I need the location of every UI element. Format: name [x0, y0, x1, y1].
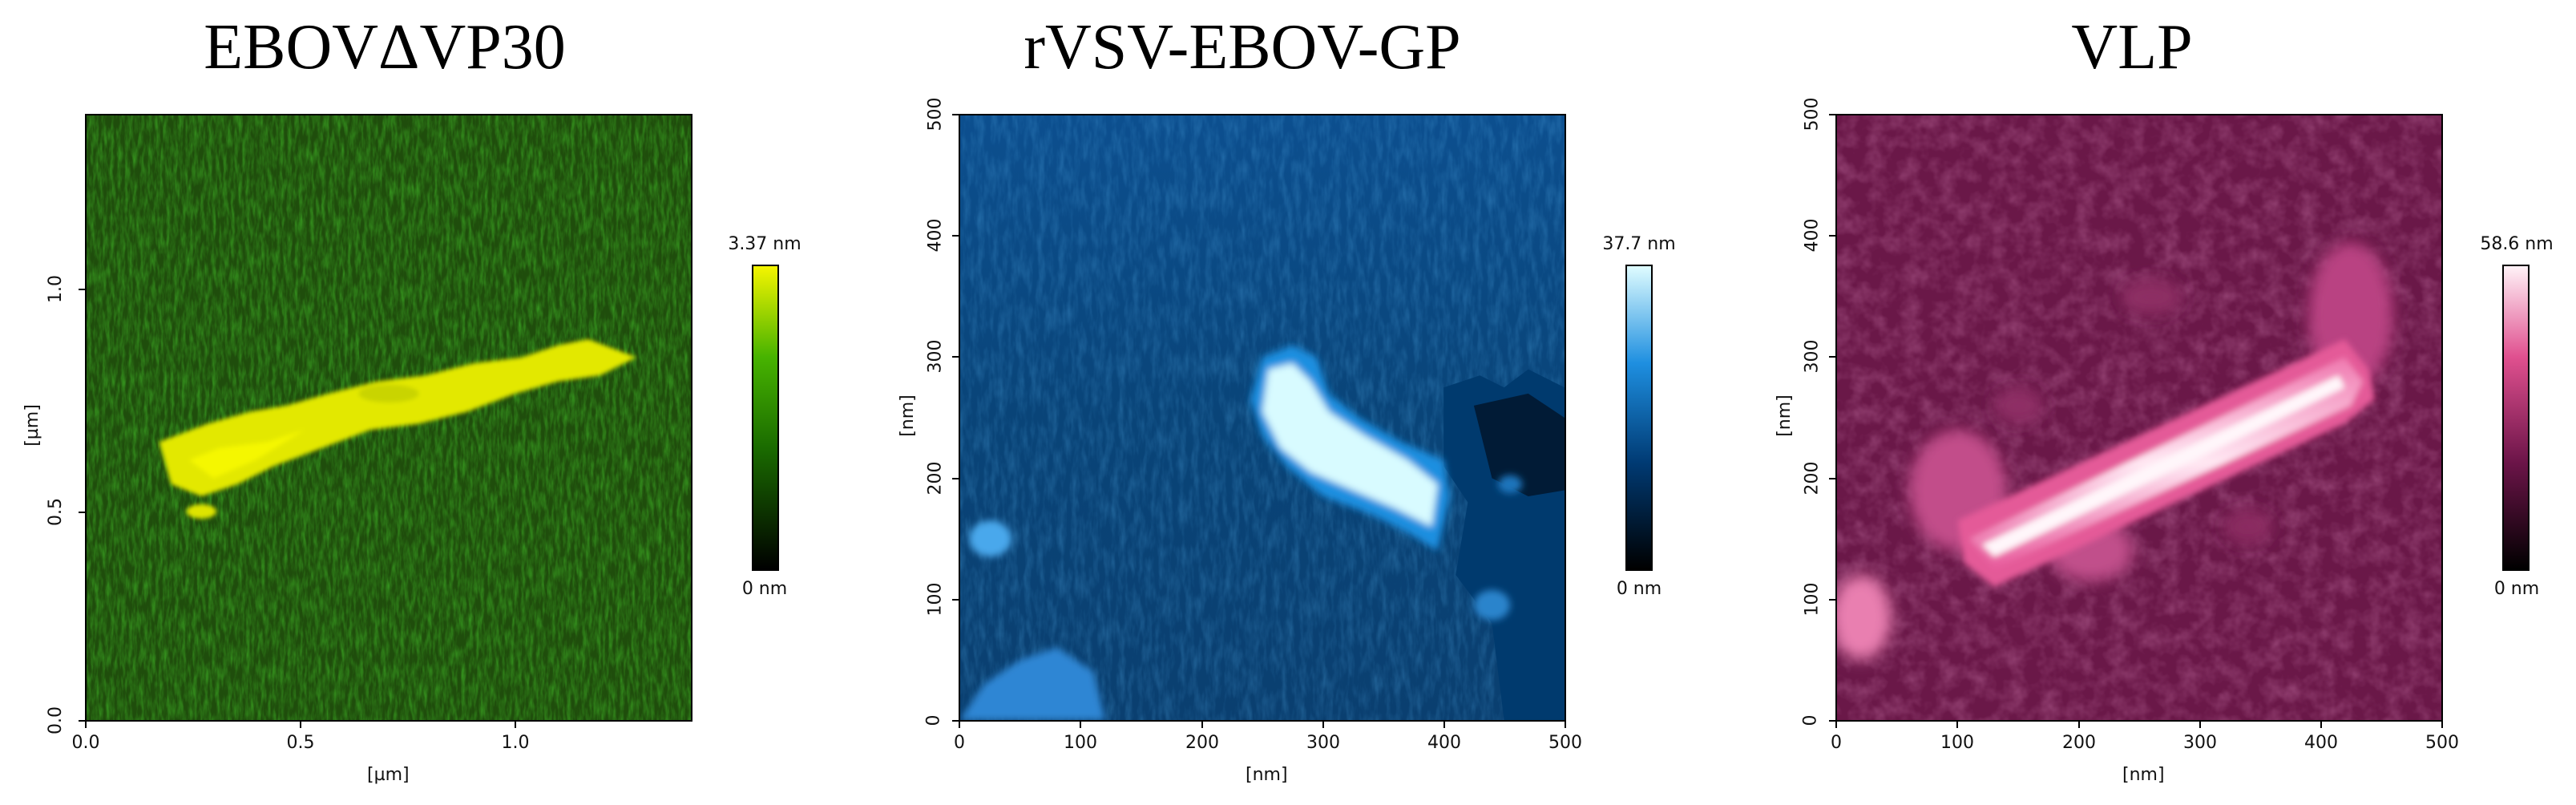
colorbar — [2502, 265, 2530, 571]
x-axis-label: [nm] — [2122, 765, 2165, 785]
afm-image-ebov-dvp30 — [85, 114, 692, 722]
x-tick-label: 0 — [954, 733, 965, 753]
x-axis-label: [µm] — [367, 765, 410, 785]
x-tick-label: 300 — [2183, 733, 2217, 753]
y-tick-label: 300 — [925, 339, 946, 374]
panel-vlp: VLP — [1715, 0, 2576, 805]
y-axis-label: [nm] — [1774, 394, 1795, 437]
x-tick-label: 100 — [1940, 733, 1974, 753]
y-tick-label: 300 — [1802, 339, 1823, 374]
x-tick-label: 300 — [1306, 733, 1340, 753]
colorbar-min-label: 0 nm — [741, 579, 788, 599]
y-tick-label: 100 — [925, 582, 946, 617]
panel-title: EBOVΔVP30 — [204, 12, 566, 83]
colorbar — [1625, 265, 1653, 571]
y-tick-label: 500 — [925, 97, 946, 131]
colorbar-max-label: 58.6 nm — [2480, 234, 2554, 254]
colorbar-max-label: 3.37 nm — [728, 234, 801, 254]
y-tick-label: 200 — [925, 461, 946, 496]
x-tick-label: 0.5 — [286, 733, 315, 753]
x-tick-label: 0.0 — [71, 733, 100, 753]
colorbar — [752, 265, 779, 571]
x-tick-label: 200 — [2062, 733, 2096, 753]
panel-rvsv-ebov-gp: rVSV-EBOV-GP — [858, 0, 1715, 805]
x-axis-label: [nm] — [1246, 765, 1288, 785]
y-tick-label: 500 — [1802, 97, 1823, 131]
y-tick-label: 200 — [1802, 461, 1823, 496]
y-axis-label: [µm] — [22, 404, 42, 447]
x-tick-label: 400 — [1427, 733, 1461, 753]
x-tick-label: 100 — [1064, 733, 1097, 753]
y-tick-label: 400 — [925, 218, 946, 253]
y-tick-label: 400 — [1802, 218, 1823, 253]
y-tick-label: 0.0 — [46, 706, 66, 734]
panel-ebov-dvp30: EBOVΔVP30 0.0 0.5 1.0 [µm] — [0, 0, 858, 805]
y-tick-label: 1.0 — [46, 275, 66, 303]
afm-image-vlp — [1835, 114, 2443, 722]
x-tick-label: 400 — [2304, 733, 2338, 753]
y-tick-label: 100 — [1802, 582, 1823, 617]
x-tick-label: 1.0 — [501, 733, 530, 753]
y-tick-label: 0 — [923, 714, 944, 726]
colorbar-min-label: 0 nm — [1616, 579, 1662, 599]
x-tick-label: 500 — [2425, 733, 2459, 753]
colorbar-min-label: 0 nm — [2493, 579, 2540, 599]
y-axis-label: [nm] — [897, 394, 918, 437]
panel-title: VLP — [2071, 12, 2193, 83]
panel-title: rVSV-EBOV-GP — [1024, 12, 1461, 83]
x-tick-label: 200 — [1185, 733, 1219, 753]
afm-image-rvsv-ebov-gp — [959, 114, 1566, 722]
colorbar-max-label: 37.7 nm — [1602, 234, 1676, 254]
y-tick-label: 0.5 — [46, 498, 66, 526]
y-tick-label: 0 — [1800, 714, 1821, 726]
x-tick-label: 500 — [1548, 733, 1582, 753]
x-tick-label: 0 — [1831, 733, 1842, 753]
